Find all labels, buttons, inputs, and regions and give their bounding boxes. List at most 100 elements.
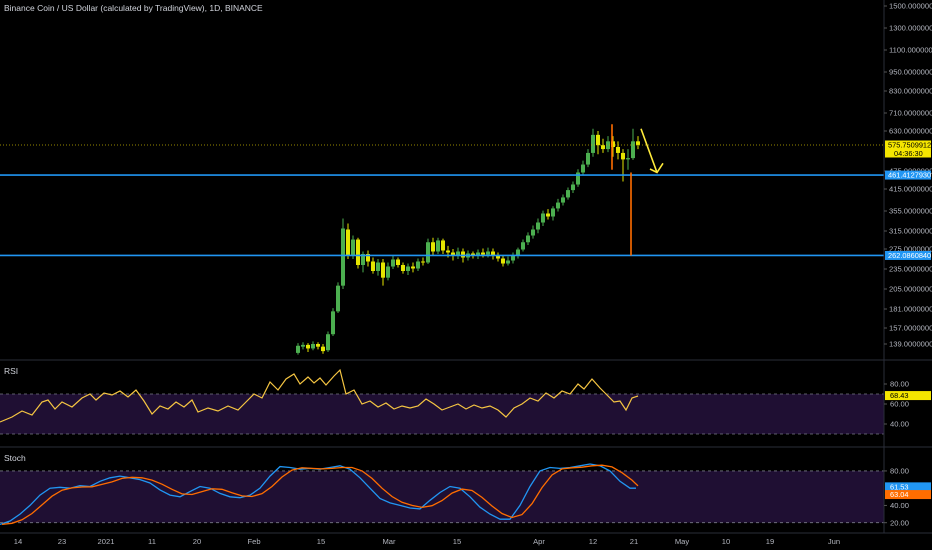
candle[interactable]	[561, 194, 565, 206]
candle-body	[416, 261, 420, 269]
candle[interactable]	[356, 237, 360, 269]
rsi-band-fill	[0, 394, 884, 434]
candle[interactable]	[581, 160, 585, 176]
candle[interactable]	[506, 256, 510, 266]
candle[interactable]	[326, 331, 330, 352]
trend-arrow-icon[interactable]	[640, 128, 664, 174]
candle-body	[331, 311, 335, 335]
candle[interactable]	[566, 187, 570, 200]
candle-body	[626, 158, 630, 160]
candle[interactable]	[496, 252, 500, 262]
candle-body	[461, 251, 465, 258]
candle[interactable]	[411, 262, 415, 273]
candle[interactable]	[296, 343, 300, 355]
candle-body	[356, 239, 360, 265]
candle[interactable]	[511, 252, 515, 264]
candle[interactable]	[586, 149, 590, 168]
candle[interactable]	[371, 257, 375, 274]
price-tick-label: 630.0000000	[889, 127, 932, 136]
candle[interactable]	[616, 141, 620, 160]
price-tick-label: 830.0000000	[889, 87, 932, 96]
time-axis-label: 15	[317, 537, 325, 546]
candle[interactable]	[331, 308, 335, 336]
candle[interactable]	[606, 136, 610, 153]
candle[interactable]	[621, 149, 625, 182]
candle[interactable]	[436, 237, 440, 254]
candle[interactable]	[456, 247, 460, 259]
candle[interactable]	[426, 238, 430, 264]
candle[interactable]	[476, 249, 480, 260]
price-pane[interactable]	[0, 124, 932, 361]
candle-body	[421, 261, 425, 263]
candle[interactable]	[556, 198, 560, 212]
candle-body	[576, 172, 580, 185]
rsi-pane[interactable]	[0, 368, 932, 448]
stoch-d-line[interactable]	[1, 464, 639, 526]
candle[interactable]	[311, 341, 315, 351]
candle[interactable]	[541, 210, 545, 226]
candle[interactable]	[386, 262, 390, 281]
candle-body	[406, 266, 410, 271]
candle-body	[391, 259, 395, 267]
candle[interactable]	[576, 169, 580, 187]
candle[interactable]	[321, 344, 325, 354]
candle-body	[401, 265, 405, 271]
candle[interactable]	[551, 206, 555, 221]
candle[interactable]	[491, 248, 495, 260]
candle-body	[371, 261, 375, 271]
candle[interactable]	[531, 225, 535, 239]
candle[interactable]	[341, 218, 345, 290]
rsi-line[interactable]	[0, 368, 639, 423]
candle[interactable]	[376, 259, 380, 276]
candle[interactable]	[306, 343, 310, 352]
candle[interactable]	[626, 149, 630, 170]
candle-body	[556, 202, 560, 209]
candle[interactable]	[406, 263, 410, 276]
candle[interactable]	[631, 128, 635, 160]
candle[interactable]	[396, 257, 400, 268]
price-axis[interactable]: 1500.0000000 1300.0000000 1100.0000000 950.…	[883, 0, 932, 533]
candle[interactable]	[546, 209, 550, 220]
candle-body	[481, 252, 485, 255]
time-axis-label: Feb	[247, 537, 260, 546]
candle-body	[571, 184, 575, 191]
rsi-value-tag-text: 68.43	[890, 391, 909, 400]
candle[interactable]	[571, 181, 575, 194]
candle[interactable]	[441, 238, 445, 254]
price-tick-label: 415.0000000	[889, 185, 932, 194]
candle[interactable]	[611, 136, 615, 157]
time-axis-label: 19	[766, 537, 774, 546]
candle[interactable]	[536, 218, 540, 234]
time-axis[interactable]: 14 23 2021 11 20 Feb 15 Mar 15 Apr 12 21 May 10 19 Jun	[14, 537, 840, 546]
candle[interactable]	[636, 136, 640, 150]
candle[interactable]	[336, 282, 340, 313]
stoch-tick-label: 80.00	[890, 467, 909, 476]
candle[interactable]	[391, 255, 395, 270]
candle[interactable]	[316, 342, 320, 350]
candle-body	[366, 254, 370, 262]
candle[interactable]	[301, 342, 305, 350]
last-price-tag-text: 575.7509912	[888, 141, 931, 150]
stoch-pane[interactable]	[0, 463, 932, 534]
candle[interactable]	[596, 131, 600, 155]
stoch-tick-label: 40.00	[890, 501, 909, 510]
candle[interactable]	[421, 257, 425, 266]
countdown-tag-text: 04:36:30	[894, 149, 923, 158]
candle[interactable]	[516, 247, 520, 259]
candle[interactable]	[366, 250, 370, 267]
candle[interactable]	[431, 237, 435, 256]
candle[interactable]	[601, 138, 605, 153]
candle[interactable]	[361, 251, 365, 273]
candle[interactable]	[501, 255, 505, 267]
candle[interactable]	[416, 258, 420, 272]
candle[interactable]	[381, 259, 385, 286]
candle[interactable]	[526, 232, 530, 245]
candle-body	[476, 252, 480, 256]
candle[interactable]	[401, 262, 405, 274]
candle[interactable]	[591, 128, 595, 157]
time-axis-label: 11	[148, 537, 156, 546]
candle[interactable]	[346, 223, 350, 260]
candle-body	[381, 262, 385, 278]
candle[interactable]	[521, 239, 525, 252]
